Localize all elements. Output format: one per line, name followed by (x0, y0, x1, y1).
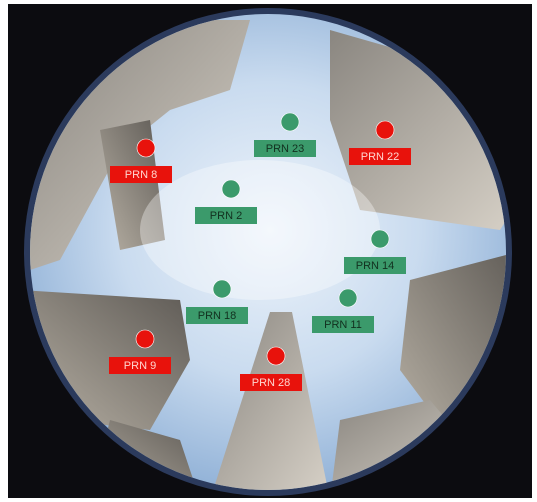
cloud (140, 160, 380, 300)
satellite-label: PRN 11 (324, 319, 362, 331)
satellite-marker (339, 289, 357, 307)
satellite-label: PRN 2 (210, 210, 242, 222)
satellite-label: PRN 22 (361, 151, 400, 163)
satellite-marker (222, 180, 240, 198)
satellite-marker (376, 121, 394, 139)
satellite-marker (281, 113, 299, 131)
satellite-label: PRN 8 (125, 169, 157, 181)
satellite-marker (137, 139, 155, 157)
satellite-label: PRN 23 (266, 143, 305, 155)
satellite-marker (136, 330, 154, 348)
satellite-label: PRN 18 (198, 310, 237, 322)
satellite-marker (213, 280, 231, 298)
page: PRN 8 PRN 23 PRN 22 PRN 2 PRN 14 PRN 18 PRN 11… (0, 0, 537, 502)
satellite-marker (371, 230, 389, 248)
satellite-marker (267, 347, 285, 365)
satellite-label: PRN 28 (252, 377, 291, 389)
satellite-label: PRN 14 (356, 260, 395, 272)
fisheye-view: PRN 8 PRN 23 PRN 22 PRN 2 PRN 14 PRN 18 PRN 11… (0, 0, 537, 502)
satellite-label: PRN 9 (124, 360, 156, 372)
